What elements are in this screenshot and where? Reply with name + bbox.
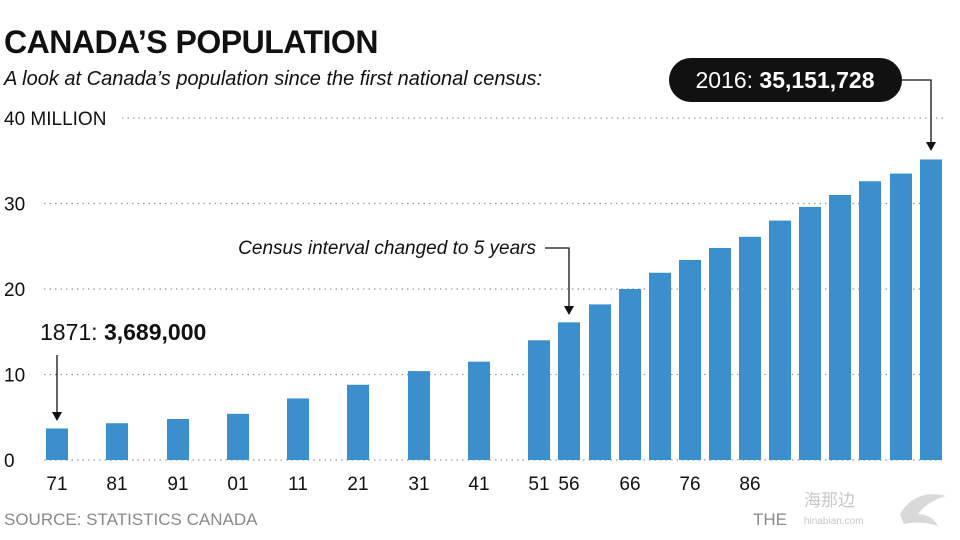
bar-1901 [227,413,249,460]
annotation-2016-arrowhead [926,142,936,151]
chart-subtitle: A look at Canada’s population since the … [4,68,543,90]
y-tick-label: 30 [4,195,25,216]
annotation-census-interval-label: Census interval changed to 5 years [238,238,536,259]
bar-1891 [167,418,189,460]
bar-1931 [408,371,430,460]
watermark-text: 海那边 [804,491,855,510]
x-tick-label: 01 [227,474,248,495]
annotation-census-interval-arrow-line [545,247,570,306]
y-tick-label: 40 MILLION [4,109,106,130]
x-tick-label: 51 [528,474,549,495]
chart-title: CANADA’S POPULATION [4,24,378,60]
bar-1881 [106,423,128,460]
bar-1961 [589,304,611,460]
x-axis-ticks: 71 81 91 01 11 21 31 41 51 56 66 76 86 [46,474,760,495]
annotation-census-interval: Census interval changed to 5 years [238,238,574,315]
x-tick-label: 81 [106,474,127,495]
bar-1911 [287,398,309,460]
bar-2006 [859,181,881,460]
x-tick-label: 86 [739,474,760,495]
watermark: 海那边 hinabian.com [804,491,946,527]
bird-logo-icon [900,494,946,526]
annotation-2016-pill [669,58,902,102]
annotation-2016: 2016: 35,151,728 [669,58,936,151]
bar-1971 [649,272,671,460]
bar-1976 [679,259,701,460]
annotation-1871-year: 1871: [40,319,104,345]
bar-1986 [739,236,761,460]
bar-1951 [528,340,550,460]
annotation-1871-arrowhead [52,412,62,421]
x-tick-label: 66 [619,474,640,495]
bar-1871 [46,428,68,460]
gridlines [44,117,946,461]
bar-2001 [829,194,851,460]
annotation-2016-year: 2016: [695,67,759,93]
annotation-2016-value: 35,151,728 [759,67,874,93]
bar-1966 [619,289,641,460]
bar-1921 [347,384,369,460]
y-tick-label: 10 [4,366,25,387]
x-tick-label: 11 [288,474,308,495]
annotation-1871: 1871: 3,689,000 [40,319,206,421]
annotation-1871-value: 3,689,000 [104,319,206,345]
bar-1991 [769,220,791,460]
x-tick-label: 56 [558,474,579,495]
annotation-2016-arrow-line [902,79,932,142]
annotation-1871-label: 1871: 3,689,000 [40,319,206,345]
x-tick-label: 21 [347,474,368,495]
bar-1956 [558,322,580,460]
annotation-2016-label: 2016: 35,151,728 [695,67,874,93]
x-tick-label: 31 [408,474,429,495]
x-tick-label: 91 [167,474,188,495]
y-tick-label: 0 [4,451,15,472]
annotation-census-interval-arrowhead [564,306,574,315]
x-tick-label: 41 [468,474,489,495]
credit-text: THE [753,510,787,529]
bars [46,159,942,460]
watermark-url: hinabian.com [804,516,863,527]
y-axis-ticks: 0 10 20 30 40 MILLION [4,109,106,472]
bar-1941 [468,361,490,460]
x-tick-label: 76 [679,474,700,495]
source-note: SOURCE: STATISTICS CANADA [4,510,258,529]
bar-2011 [890,173,912,460]
x-tick-label: 71 [46,474,67,495]
y-tick-label: 20 [4,280,25,301]
bar-1981 [709,247,731,460]
bar-1996 [799,206,821,460]
bar-2016 [920,159,942,460]
